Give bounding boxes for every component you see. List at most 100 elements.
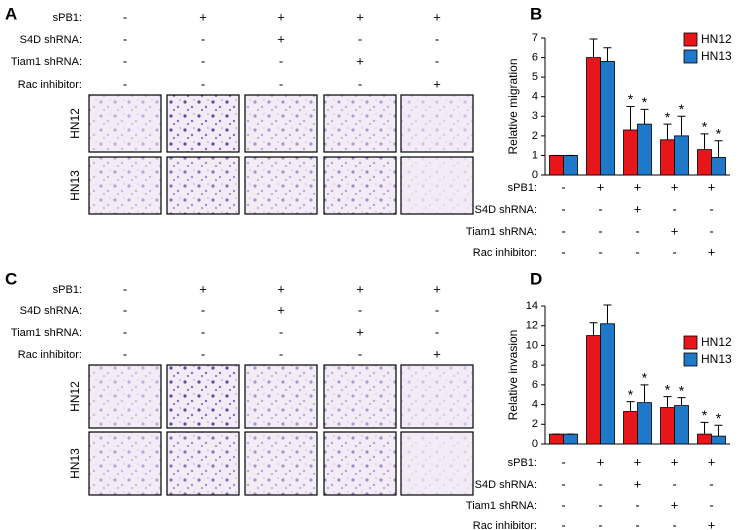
bar (674, 135, 689, 176)
treatment-sign: - (709, 201, 713, 216)
bar (674, 405, 689, 445)
treatment-sign: + (597, 179, 605, 194)
micrograph (88, 431, 162, 496)
y-tick-label: 2 (532, 418, 538, 430)
significance: * (665, 381, 671, 397)
treatment-sign: + (277, 302, 285, 317)
significance: * (642, 370, 648, 386)
panel-label: D (530, 269, 542, 288)
treatment-sign: - (201, 302, 205, 317)
bar (697, 149, 712, 176)
treatment-sign: + (634, 179, 642, 194)
error-bar (626, 401, 635, 412)
treatment-sign: - (435, 324, 439, 339)
treatment-sign: + (356, 281, 364, 296)
y-tick-label: 0 (532, 438, 538, 450)
treatment-sign: - (201, 346, 205, 361)
treatment-sign: - (709, 223, 713, 238)
error-bar (626, 106, 635, 130)
micrograph (88, 94, 162, 153)
bar (549, 155, 564, 176)
y-tick-label: 6 (532, 379, 538, 391)
treatment-sign: + (277, 281, 285, 296)
significance: * (628, 91, 634, 107)
treatment-sign: + (356, 9, 364, 24)
treatment-sign: - (279, 53, 283, 68)
panel-label: A (5, 4, 17, 23)
error-bar (663, 123, 672, 140)
treatment-label: S4D shRNA: (475, 479, 537, 491)
treatment-label: Rac inhibitor: (473, 247, 537, 259)
error-bar (700, 421, 709, 435)
treatment-sign: + (671, 454, 679, 469)
treatment-sign: - (123, 324, 127, 339)
treatment-sign: - (435, 31, 439, 46)
bar (623, 411, 638, 445)
significance: * (679, 382, 685, 398)
treatment-sign: - (598, 517, 602, 530)
significance: * (628, 386, 634, 402)
panel-label: C (5, 269, 17, 288)
treatment-sign: + (277, 31, 285, 46)
micrograph (166, 364, 240, 429)
error-bar (700, 133, 709, 150)
treatment-sign: - (672, 201, 676, 216)
treatment-label: S4D shRNA: (20, 34, 82, 46)
treatment-sign: + (356, 324, 364, 339)
treatment-label: Tiam1 shRNA: (11, 327, 82, 339)
micrograph (244, 94, 318, 153)
treatment-sign: + (199, 9, 207, 24)
bar (563, 433, 578, 445)
treatment-sign: - (598, 476, 602, 491)
micrograph (400, 364, 474, 429)
y-axis-label: Relative invasion (506, 330, 520, 421)
significance: * (665, 109, 671, 125)
micrograph (323, 364, 397, 429)
treatment-sign: + (277, 9, 285, 24)
micrograph (166, 431, 240, 496)
error-bar (677, 397, 686, 406)
legend-swatch (683, 335, 698, 350)
bar (586, 335, 601, 445)
treatment-sign: + (671, 179, 679, 194)
error-bar (677, 115, 686, 136)
treatment-sign: - (598, 497, 602, 512)
treatment-label: sPB1: (508, 182, 537, 194)
error-bar (589, 322, 598, 336)
treatment-sign: - (358, 302, 362, 317)
bar (660, 139, 675, 176)
bar (637, 402, 652, 445)
error-bar (603, 47, 612, 62)
treatment-label: Tiam1 shRNA: (11, 56, 82, 68)
y-axis-label: Relative migration (506, 58, 520, 154)
micrograph (88, 156, 162, 215)
treatment-sign: - (123, 302, 127, 317)
treatment-sign: + (433, 346, 441, 361)
legend-label: HN13 (701, 352, 732, 366)
treatment-sign: + (433, 9, 441, 24)
y-tick-label: 7 (532, 32, 538, 44)
panel-label: B (530, 4, 542, 23)
treatment-sign: - (561, 476, 565, 491)
y-tick-label: 12 (526, 320, 538, 332)
error-bar (714, 140, 723, 158)
cell-line-label: HN12 (68, 381, 82, 412)
legend-label: HN12 (701, 335, 732, 349)
treatment-sign: - (635, 497, 639, 512)
treatment-label: Tiam1 shRNA: (466, 500, 537, 512)
treatment-sign: + (634, 476, 642, 491)
treatment-sign: + (433, 76, 441, 91)
cell-line-label: HN13 (68, 448, 82, 479)
treatment-sign: - (635, 244, 639, 259)
treatment-sign: - (598, 201, 602, 216)
y-tick-label: 10 (526, 339, 538, 351)
treatment-sign: - (123, 346, 127, 361)
treatment-sign: - (709, 476, 713, 491)
bar (563, 155, 578, 176)
cell-line-label: HN12 (68, 108, 82, 139)
bar (660, 407, 675, 445)
significance: * (716, 125, 722, 141)
y-tick-label: 3 (532, 110, 538, 122)
error-bar (714, 424, 723, 437)
